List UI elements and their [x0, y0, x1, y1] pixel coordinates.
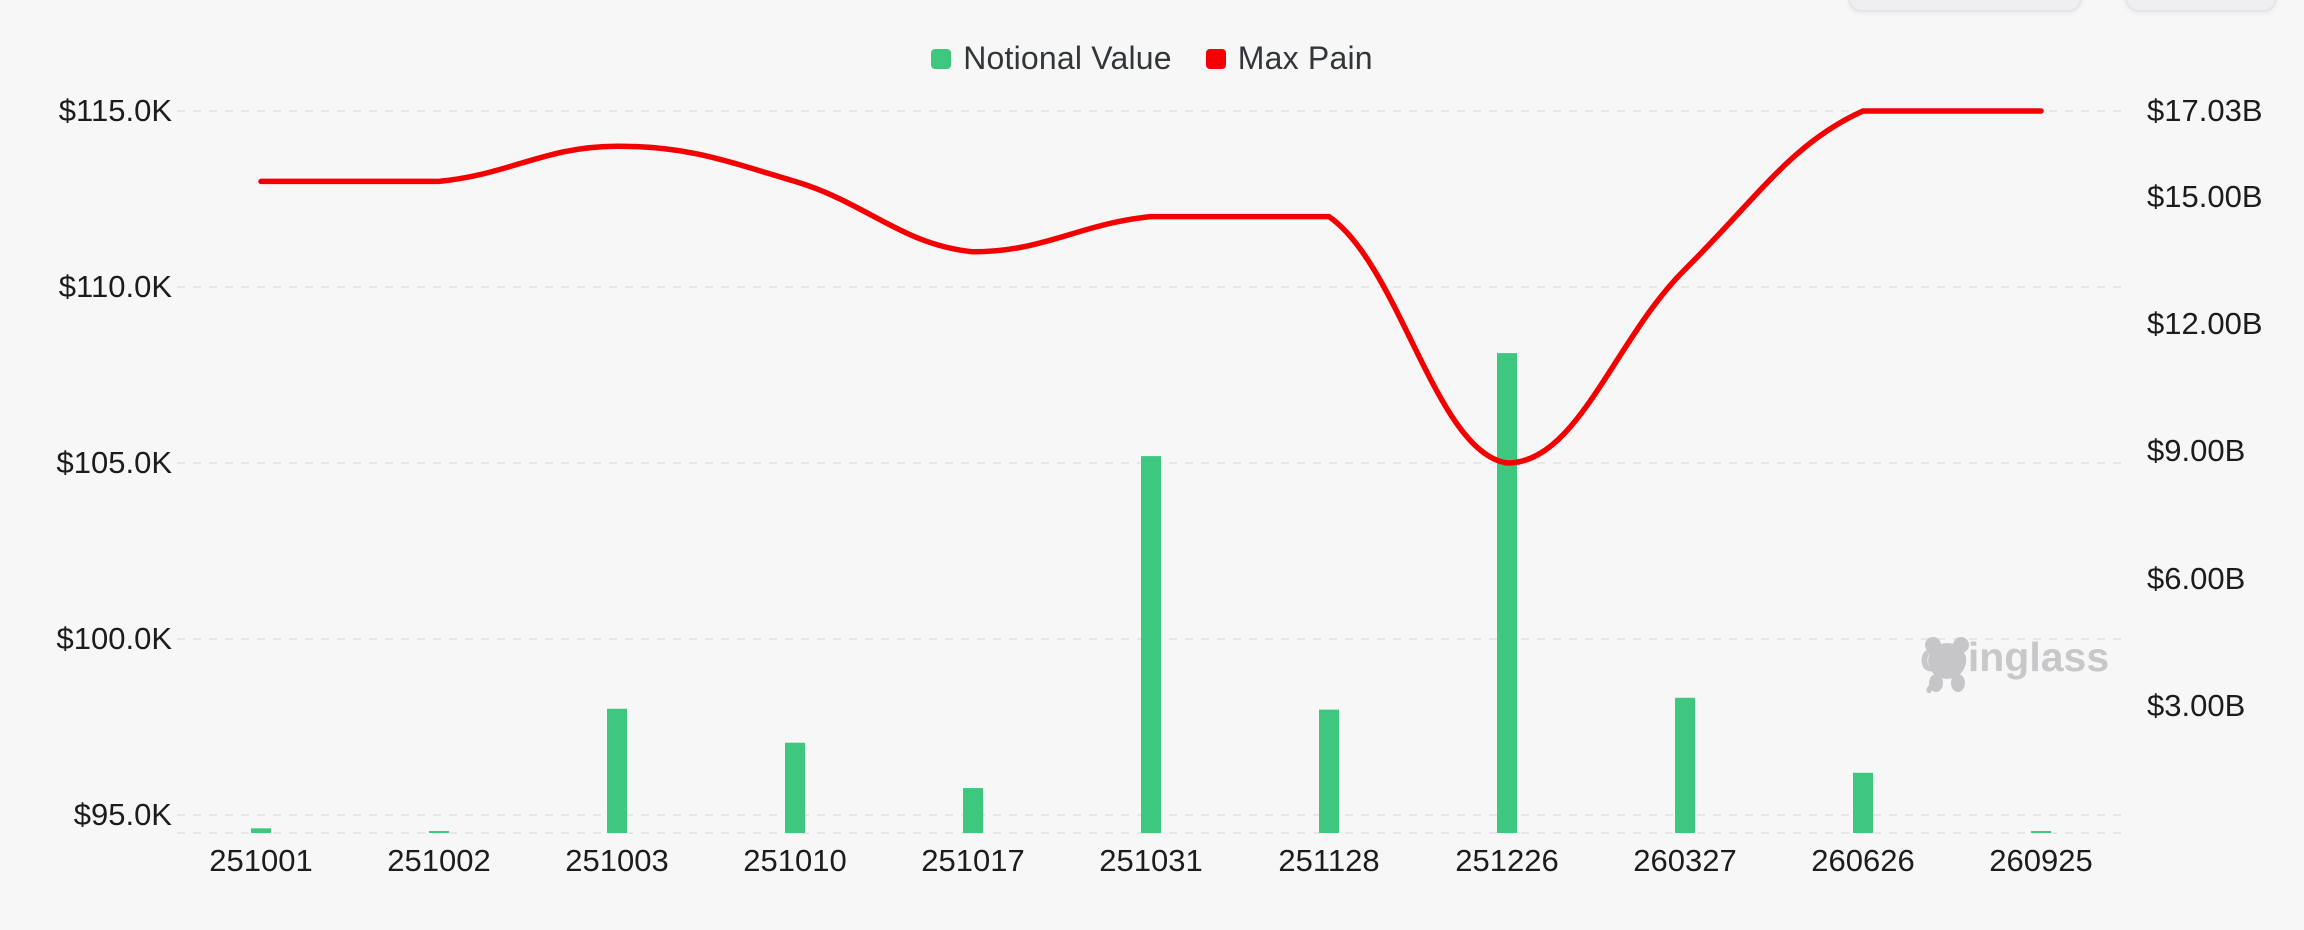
bar-251001[interactable]	[251, 828, 271, 833]
y-left-tick-3: $100.0K	[56, 621, 173, 657]
y-left-tick-4: $95.0K	[73, 797, 172, 833]
notional-value-swatch-icon	[931, 48, 952, 69]
y-left-tick-2: $105.0K	[56, 445, 173, 481]
bar-251010[interactable]	[785, 742, 805, 833]
y-right-tick-0: $17.03B	[2147, 93, 2263, 128]
x-tick-260626: 260626	[1811, 843, 1915, 878]
bar-260327[interactable]	[1675, 697, 1695, 833]
x-tick-260327: 260327	[1633, 843, 1737, 878]
bar-251017[interactable]	[963, 788, 983, 833]
legend-item-max-pain[interactable]: Max Pain	[1205, 40, 1373, 77]
x-tick-251128: 251128	[1278, 843, 1380, 878]
x-tick-251017: 251017	[921, 843, 1025, 878]
bar-251226[interactable]	[1497, 353, 1517, 833]
bar-251031[interactable]	[1141, 456, 1161, 833]
chart-legend: Notional Value Max Pain	[0, 40, 2304, 77]
legend-label-notional-value: Notional Value	[963, 40, 1172, 76]
y-right-tick-3: $9.00B	[2147, 433, 2246, 469]
bar-251128[interactable]	[1319, 709, 1339, 833]
bar-260626[interactable]	[1853, 772, 1873, 833]
x-tick-251010: 251010	[743, 843, 847, 878]
y-right-tick-5: $3.00B	[2147, 687, 2246, 723]
legend-label-max-pain: Max Pain	[1237, 40, 1373, 76]
x-tick-251031: 251031	[1099, 843, 1203, 878]
bar-260925[interactable]	[2031, 831, 2051, 833]
bar-251002[interactable]	[429, 831, 449, 833]
x-tick-260925: 260925	[1989, 843, 2093, 878]
y-right-tick-2: $12.00B	[2147, 306, 2263, 342]
x-tick-251002: 251002	[387, 843, 491, 878]
x-tick-251001: 251001	[209, 843, 313, 878]
legend-item-notional-value[interactable]: Notional Value	[931, 40, 1172, 77]
y-right-tick-4: $6.00B	[2147, 560, 2246, 596]
y-left-tick-0: $115.0K	[58, 93, 172, 128]
max-pain-line[interactable]	[258, 108, 2044, 466]
bar-251003[interactable]	[607, 708, 627, 833]
y-left-tick-1: $110.0K	[58, 269, 172, 304]
x-tick-251003: 251003	[565, 843, 669, 878]
x-tick-251226: 251226	[1455, 843, 1559, 878]
max-pain-swatch-icon	[1205, 48, 1226, 69]
y-right-tick-1: $15.00B	[2147, 179, 2263, 215]
